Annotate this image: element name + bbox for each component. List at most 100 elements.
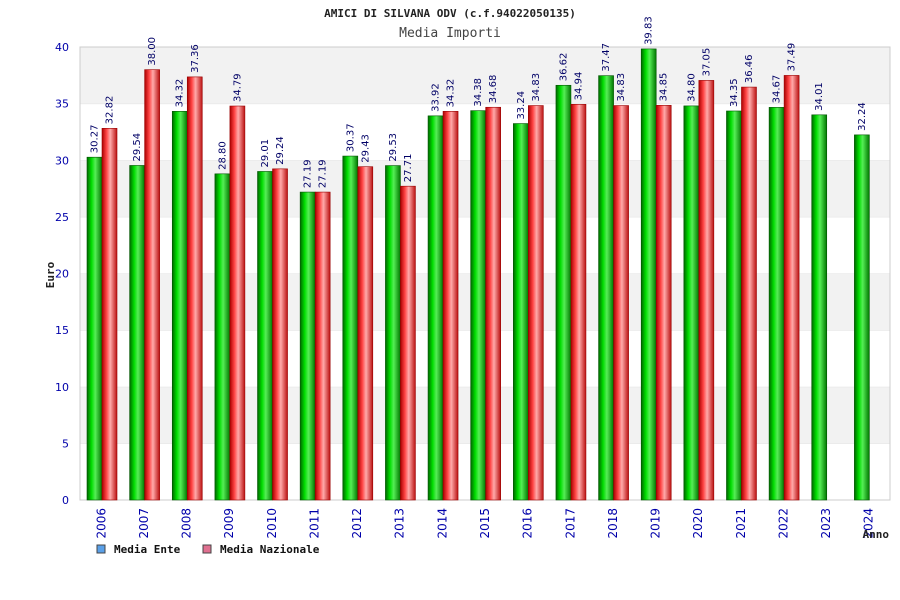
x-tick-label: 2006	[94, 508, 108, 539]
y-tick-label: 30	[55, 154, 69, 167]
x-tick-label: 2016	[521, 508, 535, 539]
bar-media-ente-2023	[811, 114, 828, 501]
legend-swatch-media-ente	[96, 544, 106, 554]
x-tick-label: 2014	[435, 508, 449, 539]
bar-media-nazionale-2017	[570, 104, 587, 501]
value-label: 34.83	[616, 73, 627, 102]
x-axis-label: Anno	[863, 528, 890, 541]
value-label: 34.32	[446, 79, 457, 108]
y-tick-label: 0	[62, 494, 69, 507]
value-label: 37.49	[787, 43, 798, 72]
bar-media-ente-2021	[726, 110, 742, 501]
bar-media-nazionale-2009	[229, 105, 246, 501]
value-label: 29.54	[132, 133, 143, 162]
y-tick-label: 25	[55, 211, 69, 224]
value-label: 34.83	[531, 73, 542, 102]
bar-media-ente-2007	[129, 165, 145, 501]
value-label: 34.67	[772, 75, 783, 104]
value-label: 33.24	[516, 91, 527, 120]
value-label: 34.85	[659, 73, 670, 102]
value-label: 29.01	[260, 139, 271, 168]
bar-media-ente-2017	[555, 84, 572, 501]
bar-media-ente-2018	[598, 75, 614, 501]
y-tick-label: 15	[55, 324, 69, 337]
bar-media-ente-2015	[470, 110, 486, 501]
bar-media-ente-2009	[214, 173, 231, 501]
x-tick-label: 2017	[563, 508, 577, 539]
y-tick-label: 5	[62, 437, 69, 450]
value-label: 28.80	[217, 141, 228, 170]
bar-media-nazionale-2006	[101, 128, 118, 501]
y-tick-label: 40	[55, 41, 69, 54]
x-tick-label: 2018	[606, 508, 620, 539]
bar-media-nazionale-2011	[314, 191, 331, 501]
bar-media-nazionale-2015	[485, 106, 501, 501]
legend: Media Ente Media Nazionale	[96, 543, 320, 556]
legend-swatch-media-nazionale	[202, 544, 212, 554]
value-label: 34.32	[175, 79, 186, 108]
bar-media-ente-2006	[86, 156, 103, 501]
x-tick-label: 2015	[478, 508, 492, 539]
value-labels: 30.27 29.54 34.32 28.80 29.01 27.19 30.37 29.53…	[90, 16, 868, 188]
value-label: 34.35	[729, 78, 740, 107]
value-label: 36.62	[558, 53, 569, 82]
value-label: 38.00	[147, 37, 158, 66]
bar-media-nazionale-2007	[144, 69, 160, 501]
x-tick-label: 2012	[350, 508, 364, 539]
value-label: 34.38	[473, 78, 484, 107]
value-label: 33.92	[431, 83, 442, 112]
value-label: 29.43	[360, 134, 371, 163]
value-label: 32.82	[105, 96, 116, 125]
bar-media-ente-2024	[854, 134, 870, 501]
bar-media-nazionale-2019	[655, 105, 672, 501]
y-tick-label: 10	[55, 381, 69, 394]
bar-media-nazionale-2013	[400, 185, 416, 501]
y-axis-label: Euro	[44, 261, 57, 288]
bar-media-ente-2016	[513, 123, 529, 501]
value-label: 34.01	[814, 82, 825, 111]
bar-media-ente-2011	[299, 191, 316, 501]
chart-subtitle: Media Importi	[399, 26, 501, 41]
y-tick-label: 35	[55, 98, 69, 111]
bar-media-ente-2012	[342, 155, 359, 501]
y-tick-label: 20	[55, 268, 69, 281]
bars	[86, 48, 870, 501]
value-label: 34.79	[232, 73, 243, 102]
bar-media-ente-2008	[171, 111, 188, 501]
x-tick-label: 2024	[862, 508, 876, 539]
value-label: 27.19	[303, 159, 314, 188]
x-tick-label: 2009	[222, 508, 236, 539]
x-tick-label: 2010	[265, 508, 279, 539]
value-label: 32.24	[857, 102, 868, 131]
bar-media-ente-2010	[257, 171, 273, 501]
value-label: 36.46	[744, 54, 755, 83]
bar-media-nazionale-2020	[698, 80, 715, 501]
bar-media-nazionale-2012	[357, 166, 374, 501]
value-label: 30.27	[90, 125, 101, 154]
bar-media-ente-2020	[683, 105, 700, 501]
x-tick-label: 2023	[819, 508, 833, 539]
value-label: 34.80	[686, 73, 697, 102]
x-tick-label: 2021	[734, 508, 748, 539]
value-label: 37.36	[190, 44, 201, 73]
value-label: 34.94	[573, 72, 584, 101]
value-label: 34.68	[488, 75, 499, 104]
value-label: 27.19	[318, 159, 329, 188]
bar-media-nazionale-2014	[442, 111, 459, 501]
bar-media-nazionale-2018	[613, 105, 629, 501]
bar-media-ente-2019	[640, 48, 657, 501]
bar-media-ente-2014	[427, 115, 444, 501]
bar-media-nazionale-2010	[272, 168, 288, 501]
x-axis-ticks: 2006 2007 2008 2009 2010 2011 2012 2013 2014 2015…	[94, 508, 875, 539]
chart-title: AMICI DI SILVANA ODV (c.f.94022050135)	[324, 7, 576, 20]
value-label: 39.83	[644, 16, 655, 45]
bar-media-nazionale-2016	[528, 105, 544, 501]
x-tick-label: 2008	[180, 508, 194, 539]
bar-media-nazionale-2008	[186, 76, 203, 501]
value-label: 30.37	[345, 123, 356, 152]
value-label: 27.71	[403, 154, 414, 183]
x-tick-label: 2013	[393, 508, 407, 539]
value-label: 29.53	[388, 133, 399, 162]
bar-media-ente-2022	[768, 107, 785, 501]
